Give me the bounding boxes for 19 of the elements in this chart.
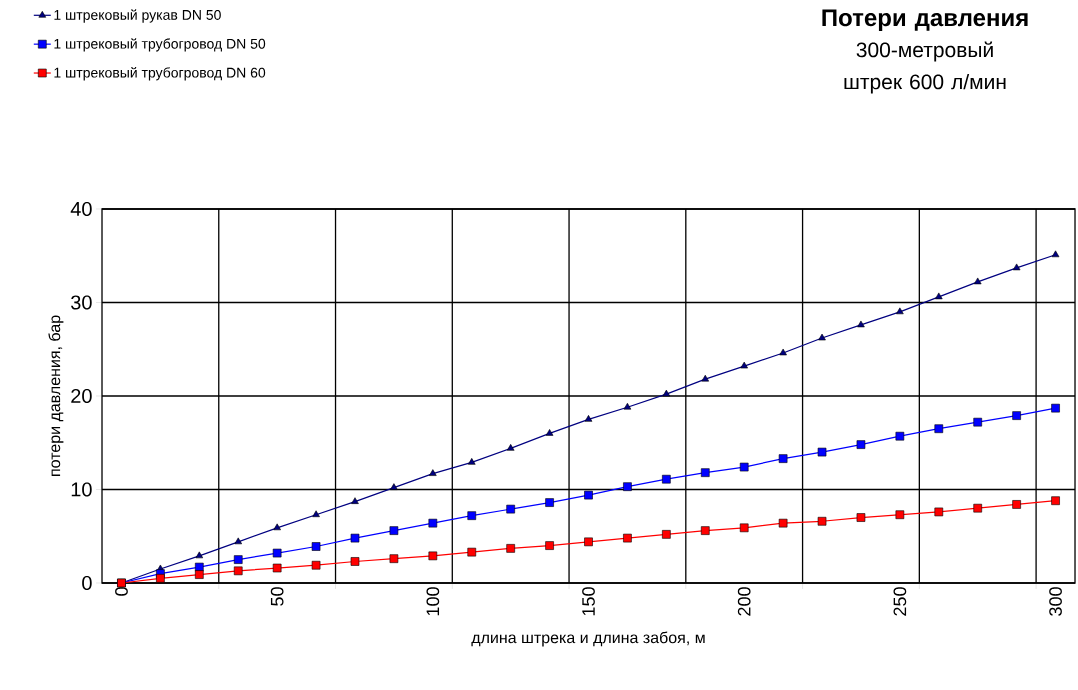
x-tick-label: 50 [270, 587, 284, 606]
chart-subtitle: 300-метровый штрек 600 л/мин [844, 41, 1006, 94]
x-tick-label: 0 [115, 587, 128, 596]
x-tick-label: 200 [737, 587, 751, 616]
x-tick-label: 300 [1049, 587, 1062, 616]
x-tick-label: 100 [426, 587, 440, 616]
x-tick-label: 250 [893, 587, 907, 616]
y-tick-label: 0 [82, 575, 92, 591]
y-tick-label: 20 [71, 388, 92, 404]
legend-label: 1 штрековый трубогровод DN 50 [54, 38, 266, 52]
x-tick-label: 150 [582, 587, 595, 616]
chart-title: Потери давления [822, 9, 1028, 32]
y-tick-label: 10 [71, 482, 92, 497]
y-tick-label: 40 [70, 201, 92, 217]
legend-label: 1 штрековый трубогровод DN 60 [54, 67, 266, 81]
x-axis-title: длина штрека и длина забоя, м [471, 631, 705, 647]
legend-label: 1 штрековый рукав DN 50 [54, 9, 221, 23]
y-tick-label: 30 [71, 295, 92, 310]
y-axis-title: потери давления, бар [48, 315, 64, 476]
